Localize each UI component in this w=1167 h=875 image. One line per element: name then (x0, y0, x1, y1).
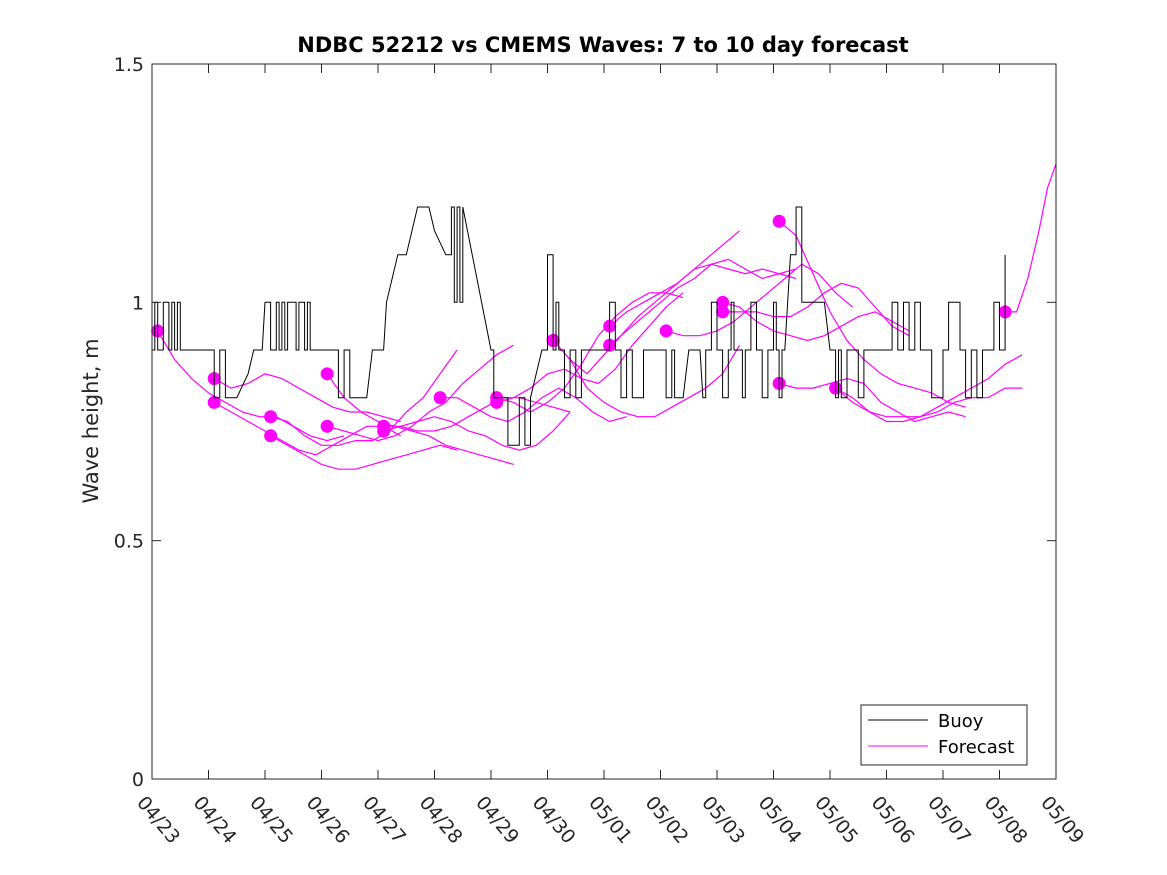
y-tick-label: 0.5 (114, 531, 144, 553)
forecast-run-line (665, 263, 853, 337)
forecast-run-line (552, 340, 741, 418)
forecast-start-marker (659, 324, 673, 338)
forecast-start-marker (264, 410, 278, 424)
forecast-start-marker (264, 429, 278, 443)
chart-title: NDBC 52212 vs CMEMS Waves: 7 to 10 day f… (297, 33, 908, 57)
forecast-run-line (1005, 163, 1057, 313)
forecast-start-marker (772, 214, 786, 228)
legend-label-forecast: Forecast (938, 737, 1014, 758)
forecast-run-line (835, 354, 1023, 423)
forecast-run-line (383, 411, 571, 451)
forecast-run-line (778, 377, 966, 423)
forecast-start-marker (320, 419, 334, 433)
forecast-start-marker (716, 295, 730, 309)
forecast-run-line (552, 230, 740, 375)
forecast-run-line (326, 344, 514, 442)
plot-frame (151, 63, 1057, 780)
forecast-run-line (835, 387, 1023, 418)
y-axis-label: Wave height, m (79, 338, 103, 503)
forecast-run-line (778, 220, 966, 408)
forecast-run-line (270, 349, 458, 446)
legend-box (860, 704, 1028, 766)
forecast-run-line (213, 373, 401, 423)
buoy-series-line (152, 206, 1006, 446)
forecast-run-line (609, 258, 797, 346)
forecast-start-marker (207, 395, 221, 409)
forecast-run-line (383, 397, 571, 432)
legend: Buoy Forecast (860, 704, 1028, 766)
forecast-run-line (496, 292, 684, 403)
y-tick-label: 1.5 (114, 54, 144, 76)
forecast-start-marker (716, 305, 730, 319)
legend-label-buoy: Buoy (938, 711, 984, 732)
forecast-run-line (157, 330, 345, 442)
forecast-start-marker (490, 395, 504, 409)
forecast-run-line (609, 263, 797, 327)
forecast-start-marker (320, 367, 334, 381)
forecast-run-line (270, 435, 458, 470)
forecast-run-line (722, 301, 910, 342)
forecast-run-line (326, 373, 514, 465)
forecast-start-marker (377, 424, 391, 438)
forecast-run-line (722, 282, 910, 337)
y-tick-label: 0 (132, 769, 144, 791)
forecast-run-line (440, 387, 627, 423)
series-layer (151, 163, 1057, 470)
forecast-run-line (213, 401, 401, 456)
forecast-start-marker (433, 391, 447, 405)
y-tick-label: 1 (132, 292, 144, 314)
